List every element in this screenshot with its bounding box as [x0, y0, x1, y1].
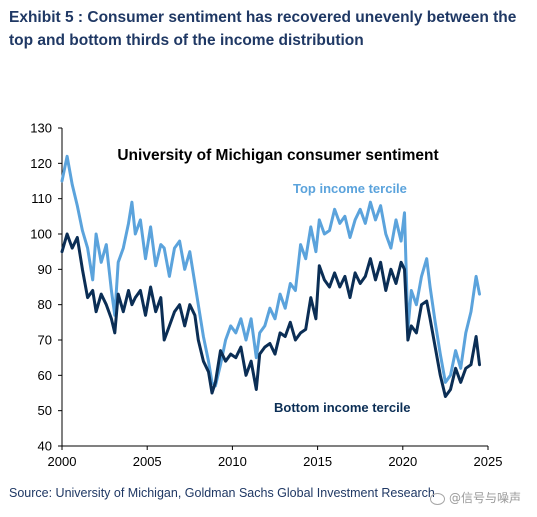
bottom-tercile-line [60, 232, 481, 398]
y-tick-label: 50 [38, 403, 52, 418]
source-note: Source: University of Michigan, Goldman … [9, 486, 435, 500]
y-tick-label: 70 [38, 333, 52, 348]
x-tick-label: 2005 [133, 454, 162, 469]
y-tick-label: 90 [38, 262, 52, 277]
top-tercile-line [60, 154, 481, 388]
watermark-text: @信号与噪声 [449, 491, 522, 505]
top-tercile-label: Top income tercile [293, 181, 407, 196]
y-tick-label: 100 [30, 227, 52, 242]
weibo-icon [430, 492, 445, 505]
watermark: @信号与噪声 [430, 489, 521, 506]
chart-axes [61, 128, 488, 447]
y-tick-label: 80 [38, 297, 52, 312]
y-tick-label: 60 [38, 368, 52, 383]
x-tick-label: 2000 [48, 454, 77, 469]
y-tick-label: 40 [38, 439, 52, 454]
chart-title: University of Michigan consumer sentimen… [117, 147, 438, 164]
y-tick-label: 120 [30, 156, 52, 171]
y-tick-label: 110 [31, 191, 52, 206]
bottom-tercile-label: Bottom income tercile [274, 400, 411, 415]
x-tick-label: 2020 [388, 454, 417, 469]
y-tick-labels: 40 50 60 70 80 90 100 110 120 130 [30, 121, 62, 454]
x-tick-label: 2025 [474, 454, 503, 469]
exhibit-title: Exhibit 5 : Consumer sentiment has recov… [9, 9, 517, 49]
series-lines [60, 154, 481, 398]
x-tick-label: 2015 [303, 454, 332, 469]
x-tick-labels: 2000 2005 2010 2015 2020 2025 [48, 446, 503, 469]
x-tick-label: 2010 [218, 454, 247, 469]
y-tick-label: 130 [30, 121, 52, 136]
